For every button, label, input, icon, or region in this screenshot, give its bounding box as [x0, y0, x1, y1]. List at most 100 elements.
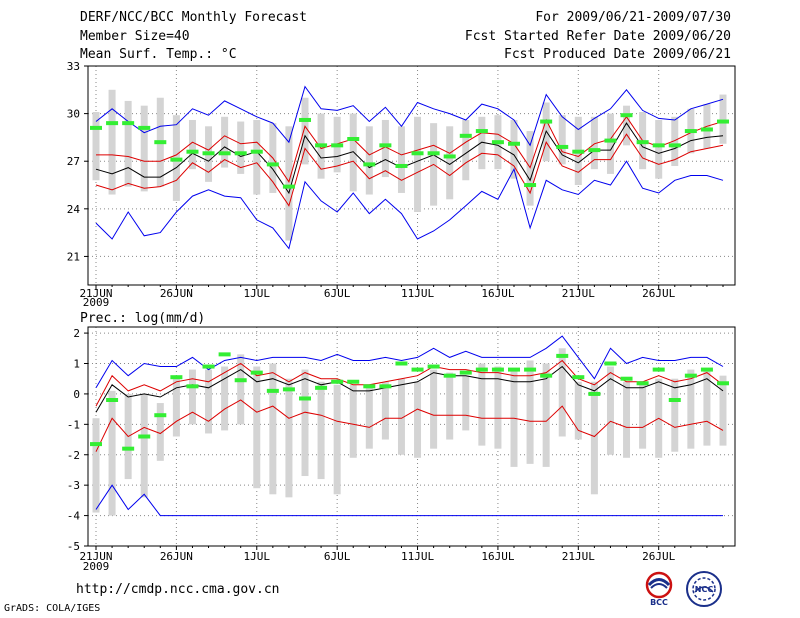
obs-marker: [170, 375, 183, 380]
obs-marker: [491, 140, 504, 145]
ensemble-bar: [510, 119, 518, 179]
ensemble-bar: [349, 113, 357, 192]
y-tick-label: -4: [67, 510, 81, 523]
ensemble-bar: [365, 384, 373, 449]
y-tick-label: 33: [67, 60, 80, 73]
obs-marker: [363, 162, 376, 167]
obs-marker: [106, 121, 119, 126]
ensemble-bar: [108, 89, 116, 195]
obs-marker: [588, 148, 601, 153]
obs-marker: [138, 125, 151, 130]
x-tick-label: 26JUL: [642, 287, 675, 300]
obs-marker: [717, 381, 729, 386]
obs-marker: [315, 385, 328, 390]
obs-marker: [475, 367, 488, 372]
obs-marker: [604, 138, 617, 143]
ensemble-bar: [590, 381, 598, 495]
obs-marker: [652, 367, 665, 372]
y-tick-label: 21: [67, 250, 80, 263]
obs-marker: [186, 384, 199, 389]
obs-marker: [684, 129, 697, 134]
max-line: [95, 335, 724, 389]
ensemble-bar: [301, 97, 309, 165]
ensemble-bar: [381, 119, 389, 178]
obs-marker: [90, 442, 102, 447]
ensemble-bar: [446, 372, 454, 440]
ensemble-bar: [446, 126, 454, 200]
x-tick-label: 21JUN: [79, 287, 112, 300]
obs-marker: [411, 367, 424, 372]
ensemble-bar: [414, 116, 422, 212]
obs-marker: [122, 121, 135, 126]
obs-marker: [717, 119, 729, 124]
ensemble-bar: [687, 369, 695, 449]
obs-marker: [154, 140, 167, 145]
x-year-label: 2009: [83, 296, 110, 309]
obs-marker: [234, 378, 247, 383]
x-tick-label: 6JUL: [324, 287, 351, 300]
ensemble-bar: [478, 116, 486, 170]
obs-marker: [636, 140, 649, 145]
forecast-start-date: Fcst Started Refer Date 2009/06/20: [464, 29, 731, 44]
obs-marker: [427, 364, 440, 369]
x-tick-label: 16JUL: [481, 550, 514, 563]
obs-marker: [540, 373, 553, 378]
ncc-logo-text: NCC: [694, 585, 714, 594]
obs-marker: [508, 367, 520, 372]
obs-marker: [347, 137, 360, 141]
x-year-label: 2009: [83, 560, 110, 573]
ensemble-bar: [574, 381, 582, 440]
ensemble-bar: [156, 403, 164, 461]
source-url[interactable]: http://cmdp.ncc.cma.gov.cn: [76, 582, 280, 597]
max-line: [95, 85, 724, 147]
ensemble-bar: [269, 363, 277, 495]
plot-frame: [87, 326, 736, 547]
obs-marker: [443, 373, 456, 378]
x-tick-label: 16JUL: [481, 287, 514, 300]
ensemble-bar: [430, 369, 438, 449]
y-tick-label: 27: [67, 155, 80, 168]
y-tick-label: -5: [67, 540, 80, 553]
ensemble-bar: [558, 348, 566, 437]
x-tick-label: 26JUL: [642, 550, 675, 563]
ensemble-bar: [606, 366, 614, 455]
member-size-label: Member Size=40: [80, 29, 190, 44]
x-tick-label: 6JUL: [324, 550, 351, 563]
ensemble-bar: [542, 363, 550, 467]
ensemble-bar: [333, 384, 341, 495]
obs-marker: [299, 117, 311, 122]
obs-marker: [572, 375, 585, 380]
y-tick-label: 2: [73, 327, 80, 340]
mean-plus-sd-line: [95, 359, 724, 407]
obs-marker: [620, 113, 633, 118]
ensemble-bar: [317, 381, 325, 480]
obs-marker: [540, 119, 553, 124]
obs-marker: [700, 127, 713, 132]
obs-marker: [379, 143, 392, 148]
obs-marker: [363, 384, 376, 389]
ensemble-bar: [397, 378, 405, 455]
x-tick-label: 1JUL: [244, 287, 271, 300]
y-tick-label: -3: [67, 479, 80, 492]
mean-minus-sd-line: [95, 133, 724, 207]
x-tick-label: 21JUN: [79, 550, 112, 563]
ensemble-bar: [462, 119, 470, 181]
obs-marker: [186, 149, 199, 154]
obs-marker: [475, 129, 488, 134]
obs-marker: [379, 384, 392, 389]
obs-marker: [266, 162, 279, 167]
obs-marker: [202, 151, 215, 156]
obs-marker: [395, 361, 408, 366]
obs-marker: [170, 157, 183, 162]
obs-marker: [90, 125, 102, 130]
x-tick-label: 1JUL: [244, 550, 271, 563]
min-line: [95, 160, 724, 250]
obs-marker: [668, 143, 681, 148]
ensemble-bar: [221, 116, 229, 168]
ensemble-bar: [526, 360, 534, 464]
ensemble-bar: [349, 384, 357, 458]
ensemble-bar: [397, 126, 405, 193]
obs-marker: [122, 446, 135, 451]
obs-marker: [106, 398, 119, 402]
